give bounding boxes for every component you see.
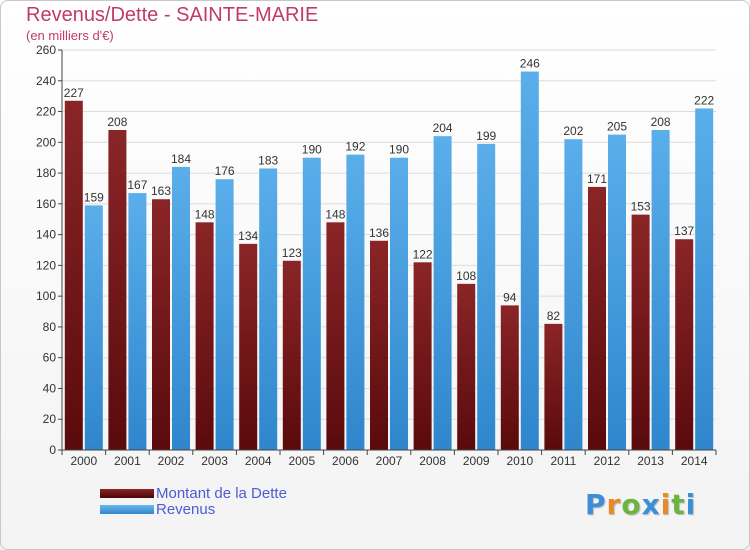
y-tick-label: 140 [36, 228, 56, 242]
x-tick-label: 2007 [376, 454, 403, 468]
x-tick-label: 2009 [463, 454, 490, 468]
bar-revenue [390, 157, 408, 450]
bar-revenue [84, 205, 103, 450]
y-tick-label: 160 [36, 197, 56, 211]
data-label-debt: 94 [503, 290, 517, 304]
data-label-debt: 148 [195, 207, 215, 221]
data-label-debt: 171 [587, 172, 607, 186]
bar-debt [413, 262, 432, 450]
y-tick-label: 260 [36, 43, 56, 57]
legend-label-revenue: Revenus [156, 501, 216, 518]
y-tick-label: 80 [43, 320, 57, 334]
data-label-debt: 82 [547, 309, 561, 323]
x-tick-label: 2004 [245, 454, 272, 468]
bar-debt [588, 186, 606, 450]
data-label-revenue: 183 [258, 153, 278, 167]
bar-revenue [695, 108, 714, 450]
chart-title: Revenus/Dette - SAINTE-MARIE [26, 4, 319, 26]
bar-debt [675, 239, 694, 450]
data-label-revenue: 246 [520, 57, 540, 71]
x-tick-label: 2006 [332, 454, 359, 468]
data-label-revenue: 204 [433, 121, 453, 135]
data-label-debt: 122 [413, 247, 433, 261]
bar-debt [457, 283, 476, 450]
bar-revenue [259, 168, 278, 450]
data-label-revenue: 167 [127, 178, 147, 192]
x-tick-label: 2005 [288, 454, 315, 468]
data-label-revenue: 192 [345, 140, 365, 154]
data-label-revenue: 202 [563, 124, 583, 138]
x-tick-label: 2001 [114, 454, 141, 468]
y-tick-label: 100 [36, 289, 56, 303]
data-label-debt: 108 [456, 269, 476, 283]
data-label-revenue: 190 [389, 143, 409, 157]
x-tick-label: 2003 [201, 454, 228, 468]
bar-revenue [608, 134, 626, 450]
x-tick-label: 2014 [681, 454, 708, 468]
chart-subtitle: (en milliers d'€) [26, 28, 114, 43]
bar-debt [370, 240, 388, 450]
bar-revenue [433, 136, 452, 450]
bar-debt [195, 222, 214, 450]
data-label-revenue: 184 [171, 152, 191, 166]
bar-revenue [651, 130, 670, 450]
x-tick-label: 2012 [594, 454, 621, 468]
bar-revenue [477, 143, 496, 450]
y-tick-label: 40 [43, 381, 57, 395]
proxiti-logo: Proxiti [585, 488, 697, 521]
data-label-debt: 153 [631, 200, 651, 214]
bar-debt [326, 222, 345, 450]
x-tick-label: 2011 [550, 454, 576, 468]
data-label-revenue: 208 [651, 115, 671, 129]
bar-revenue [172, 166, 190, 450]
data-label-debt: 134 [238, 229, 258, 243]
x-tick-label: 2010 [506, 454, 533, 468]
legend-swatch-revenue [100, 505, 154, 514]
y-tick-label: 60 [43, 351, 57, 365]
data-label-revenue: 176 [215, 164, 235, 178]
bar-debt [282, 260, 301, 450]
bar-revenue [302, 157, 321, 450]
legend-swatch-debt [100, 489, 154, 498]
bar-revenue [215, 179, 234, 450]
data-label-debt: 227 [64, 86, 84, 100]
data-label-debt: 148 [325, 207, 345, 221]
y-tick-label: 120 [36, 258, 56, 272]
bar-debt [152, 199, 170, 450]
x-tick-label: 2000 [70, 454, 97, 468]
bar-debt [239, 243, 258, 450]
y-tick-label: 0 [49, 443, 56, 457]
x-tick-label: 2013 [637, 454, 664, 468]
bar-revenue [128, 193, 147, 451]
data-label-revenue: 190 [302, 143, 322, 157]
x-tick-label: 2002 [158, 454, 185, 468]
bar-revenue [564, 139, 583, 450]
x-tick-label: 2008 [419, 454, 446, 468]
y-tick-label: 240 [36, 74, 56, 88]
bar-debt [500, 305, 519, 450]
data-label-debt: 123 [282, 246, 302, 260]
y-tick-label: 20 [43, 412, 57, 426]
data-label-revenue: 222 [694, 93, 714, 107]
y-tick-label: 180 [36, 166, 56, 180]
y-tick-label: 220 [36, 105, 56, 119]
bar-debt [631, 214, 650, 450]
y-tick-label: 200 [36, 135, 56, 149]
bar-debt [108, 130, 127, 450]
data-label-debt: 136 [369, 226, 389, 240]
data-label-debt: 163 [151, 184, 171, 198]
data-label-debt: 208 [107, 115, 127, 129]
data-label-revenue: 199 [476, 129, 496, 143]
bar-revenue [520, 71, 539, 451]
legend-label-debt: Montant de la Dette [156, 485, 287, 502]
data-label-revenue: 205 [607, 120, 627, 134]
bar-revenue [346, 154, 365, 450]
bar-debt [64, 100, 83, 451]
bar-debt [544, 323, 563, 450]
data-label-debt: 137 [674, 224, 694, 238]
data-label-revenue: 159 [84, 190, 104, 204]
